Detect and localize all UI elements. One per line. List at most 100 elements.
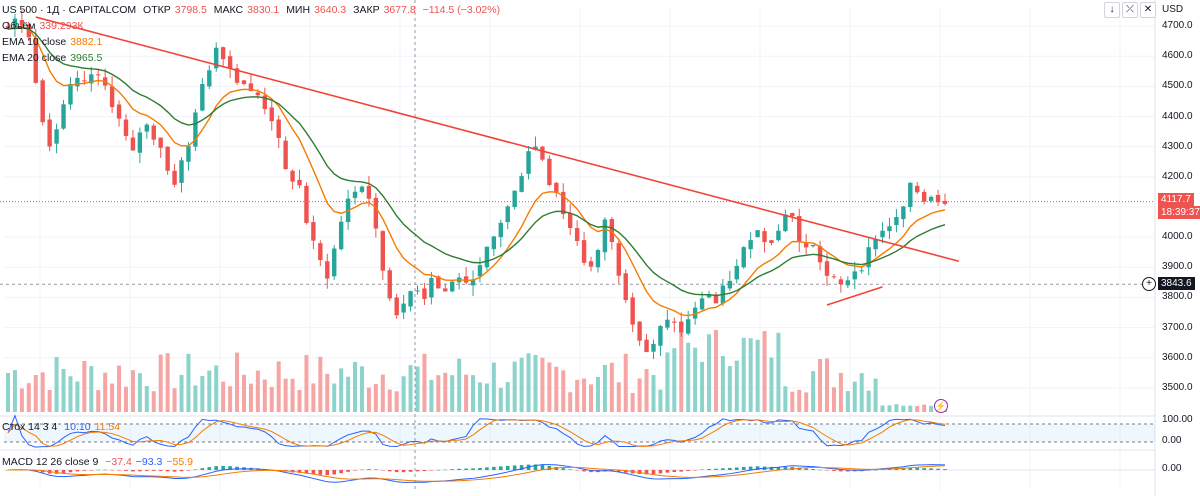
volume-bar	[207, 370, 212, 412]
volume-legend[interactable]: Объём 339.293К	[2, 19, 88, 33]
open-value: 3798.5	[174, 4, 207, 16]
candle-body	[727, 280, 733, 289]
volume-value: 339.293К	[39, 20, 84, 32]
volume-bar	[845, 391, 850, 412]
stoch-k-value: 10.10	[64, 421, 91, 433]
candle-body	[297, 179, 302, 186]
volume-bar	[609, 362, 614, 412]
volume-bar	[922, 404, 927, 412]
ema10-legend[interactable]: EMA 10 close 3882.1	[2, 35, 106, 49]
volume-bar	[450, 375, 455, 412]
macd-histogram-bar	[6, 470, 10, 471]
stoch-k-line	[7, 414, 946, 448]
macd-histogram-bar	[589, 470, 593, 473]
macd-histogram-bar	[894, 468, 899, 470]
macd-histogram-bar	[311, 470, 316, 475]
volume-bar	[852, 381, 857, 412]
trendline	[826, 286, 883, 306]
candle-body	[887, 226, 892, 232]
low-value: 3640.3	[314, 4, 347, 16]
candle-body	[699, 298, 705, 310]
macd-histogram-bar	[387, 470, 392, 472]
volume-bar	[589, 384, 594, 412]
volume-bar	[130, 370, 135, 412]
volume-bar	[47, 390, 52, 412]
volume-bar	[89, 366, 94, 412]
volume-bar	[838, 372, 843, 412]
macd-histogram-bar	[193, 469, 198, 470]
candle-body	[810, 244, 816, 247]
volume-bar	[117, 365, 122, 412]
currency-selector[interactable]: USD	[1162, 4, 1184, 15]
lightning-icon[interactable]: ⚡	[934, 399, 948, 413]
macd-histogram-bar	[221, 465, 225, 470]
volume-bar	[26, 383, 31, 412]
ema10-value: 3882.1	[70, 36, 103, 48]
volume-bar	[734, 360, 739, 412]
volume-bar	[269, 386, 274, 412]
candle-body	[200, 84, 205, 111]
last-price-tag: 4117.7	[1158, 193, 1194, 206]
volume-bar	[304, 355, 309, 412]
macd-histogram-bar	[672, 470, 677, 472]
scroll-down-icon[interactable]: ↓	[1104, 2, 1120, 18]
collapse-icon[interactable]: ⤫	[1122, 2, 1138, 18]
macd-histogram-bar	[401, 470, 406, 473]
candle-body	[942, 200, 948, 204]
candle-body	[679, 321, 684, 333]
symbol-legend[interactable]: US 500 · 1Д · CAPITALCOM ОТКР 3798.5 МАКС…	[2, 3, 504, 17]
candle-body	[262, 95, 268, 110]
volume-bar	[477, 382, 482, 412]
candle-body	[588, 261, 594, 267]
macd-histogram-bar	[943, 469, 947, 470]
volume-bar	[6, 373, 10, 412]
stoch-label: Стох 14 3 4	[2, 421, 58, 433]
price_axis-tick: 3600.0	[1162, 351, 1193, 363]
candle-body	[179, 160, 184, 183]
macd-histogram-bar	[908, 467, 913, 470]
volume-bar	[644, 369, 649, 412]
volume-bar	[859, 373, 864, 412]
volume-bar	[75, 381, 80, 412]
close-icon[interactable]: ✕	[1140, 2, 1156, 18]
volume-bar	[311, 383, 316, 412]
volume-bar	[720, 356, 725, 412]
volume-bar	[880, 405, 885, 412]
macd-legend[interactable]: MACD 12 26 close 9 −37.4 −93.3 −55.9	[2, 455, 197, 469]
candle-body	[692, 307, 698, 319]
volume-label: Объём	[2, 20, 36, 32]
candle-body	[568, 213, 573, 228]
candle-body	[373, 197, 379, 229]
ema20-legend[interactable]: EMA 20 close 3965.5	[2, 51, 106, 65]
macd-histogram-bar	[464, 468, 468, 470]
candle-body	[82, 80, 87, 82]
candle-body	[75, 77, 80, 87]
candle-body	[824, 261, 830, 276]
add-plus-icon[interactable]: +	[1142, 277, 1156, 291]
candle-body	[387, 270, 392, 299]
candle-body	[935, 194, 941, 203]
volume-bar	[96, 390, 101, 412]
macd-histogram-bar	[512, 465, 517, 470]
macd-histogram-bar	[658, 470, 663, 474]
macd-histogram-bar	[138, 470, 142, 472]
stoch_axis-tick: 0.00	[1162, 435, 1182, 446]
volume-bar	[811, 371, 816, 412]
volume-bar	[908, 405, 913, 412]
price_axis-tick: 3800.0	[1162, 291, 1193, 303]
macd-histogram-bar	[68, 470, 73, 473]
volume-bar	[526, 353, 531, 412]
volume-bar	[651, 375, 656, 412]
candle-body	[165, 146, 170, 171]
volume-bar	[679, 331, 684, 412]
volume-bar	[54, 356, 59, 412]
volume-bar	[283, 378, 288, 412]
macd-histogram-bar	[776, 467, 781, 470]
volume-bar	[241, 374, 246, 412]
macd-histogram-bar	[644, 470, 649, 475]
stoch-legend[interactable]: Стох 14 3 4 10.10 11.54	[2, 420, 124, 434]
volume-bar	[248, 383, 253, 412]
candle-body	[429, 278, 434, 298]
candle-body	[783, 214, 788, 232]
